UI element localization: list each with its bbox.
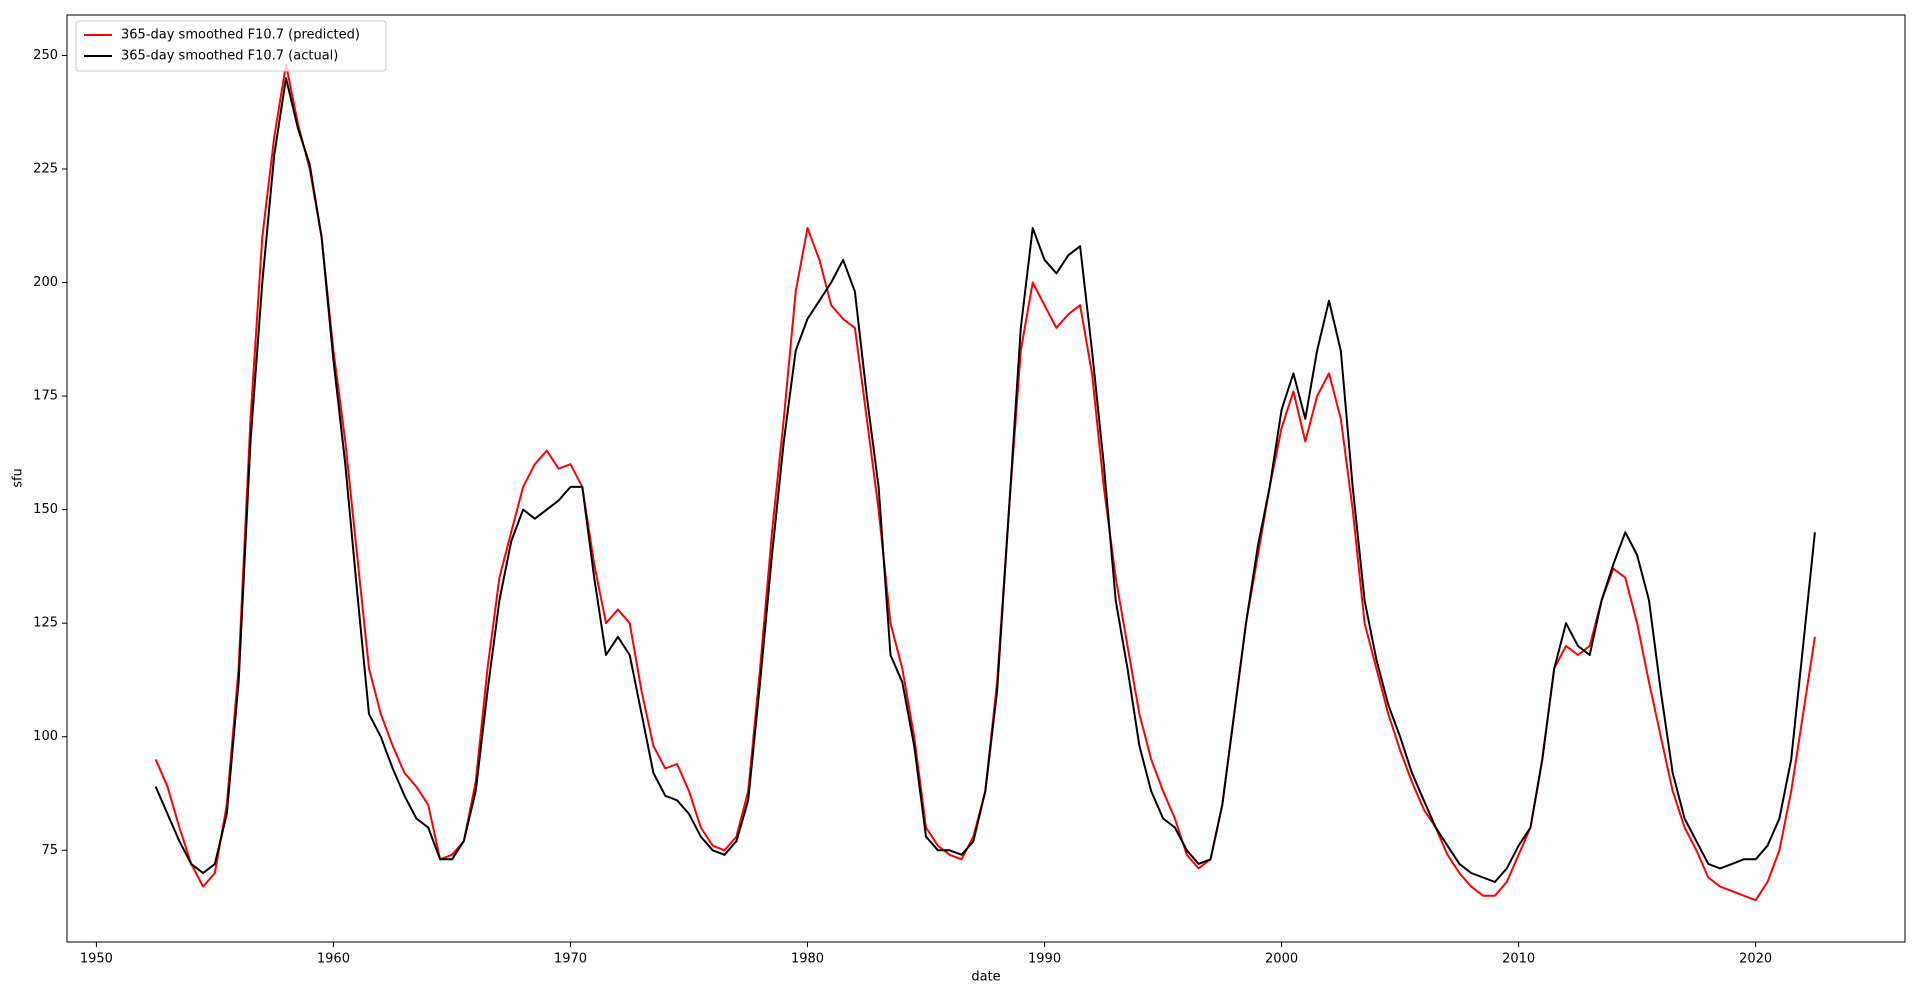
x-tick-label: 1970 [554, 952, 587, 967]
data-line [154, 63, 1816, 902]
x-tick-label: 1980 [791, 952, 824, 967]
x-tick-label: 1990 [1028, 952, 1061, 967]
legend-box [75, 20, 387, 72]
y-tick-label: 225 [33, 161, 58, 176]
y-tick-label: 175 [33, 389, 58, 404]
y-axis-label: sfu [11, 468, 26, 488]
x-tick-label: 2000 [1265, 952, 1298, 967]
plot-frame [66, 14, 1906, 943]
data-line [154, 77, 1816, 883]
x-axis-label: date [971, 970, 1000, 985]
legend-label: 365-day smoothed F10.7 (predicted) [121, 28, 360, 43]
x-tick-label: 1950 [80, 952, 113, 967]
x-tick-label: 2010 [1502, 952, 1535, 967]
x-tick-label: 2020 [1739, 952, 1772, 967]
y-tick-label: 250 [33, 48, 58, 63]
y-tick-label: 125 [33, 616, 58, 631]
y-tick-label: 100 [33, 729, 58, 744]
y-tick-label: 75 [41, 843, 58, 858]
x-tick-label: 1960 [317, 952, 350, 967]
y-tick-label: 150 [33, 502, 58, 517]
legend-label: 365-day smoothed F10.7 (actual) [121, 49, 338, 64]
y-tick-label: 200 [33, 275, 58, 290]
